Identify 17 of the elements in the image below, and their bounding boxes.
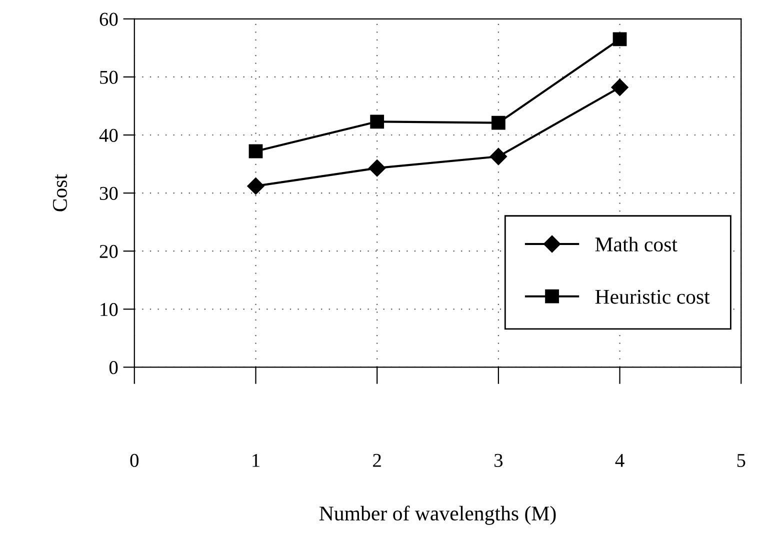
y-tick-label: 50 xyxy=(100,70,118,84)
y-tick-label: 0 xyxy=(109,361,118,374)
legend-label: Heuristic cost xyxy=(595,290,710,304)
x-tick-label: 2 xyxy=(373,454,381,467)
x-axis-title: Number of wavelengths (M) xyxy=(319,506,556,525)
x-tick-label: 4 xyxy=(615,454,624,467)
y-tick-label: 60 xyxy=(100,12,118,26)
y-tick-label: 30 xyxy=(100,186,118,200)
x-tick-label: 1 xyxy=(252,454,260,467)
x-tick-label: 0 xyxy=(130,454,139,467)
x-tick-label: 5 xyxy=(737,454,746,467)
y-tick-label: 40 xyxy=(99,128,118,142)
x-tick-label: 3 xyxy=(494,454,503,467)
y-tick-label: 20 xyxy=(100,244,118,258)
legend-label: Math cost xyxy=(595,236,678,252)
y-tick-label: 10 xyxy=(100,302,118,316)
y-axis-title: Cost xyxy=(52,174,67,212)
